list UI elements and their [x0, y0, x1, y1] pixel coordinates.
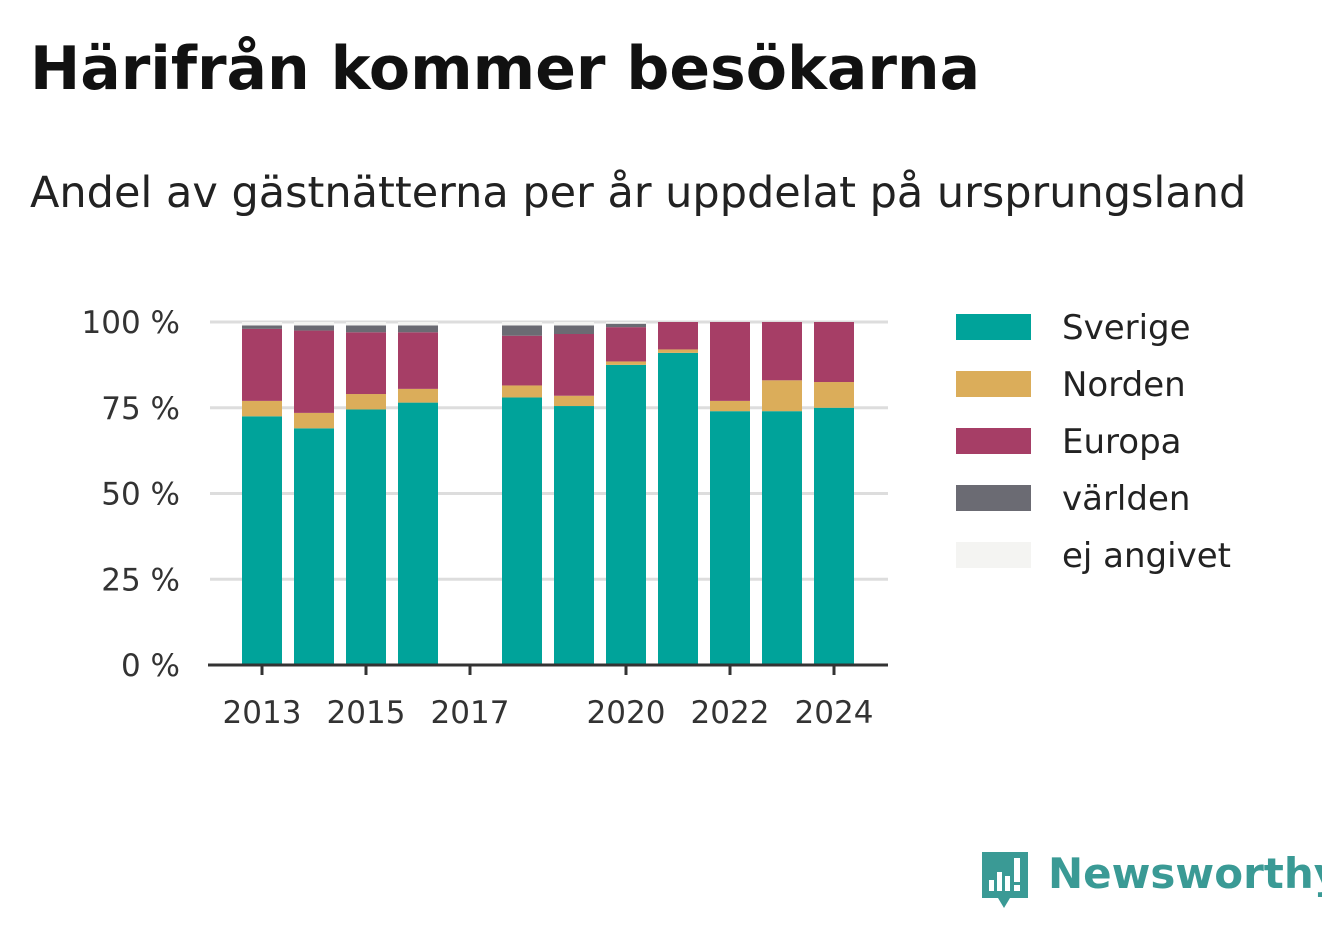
chart-title: Härifrån kommer besökarna [30, 34, 981, 104]
bar-segment-Europa-2023 [762, 322, 802, 381]
bar-segment-Sverige-2021 [658, 352, 698, 665]
bar-segment-Sverige-2023 [762, 411, 802, 665]
legend-swatch-världen [956, 485, 1031, 511]
bar-segment-Europa-2024 [814, 322, 854, 383]
y-axis-ticks: 0 % 25 % 50 % 75 % 100 % [82, 305, 180, 684]
bar-segment-Norden-2015 [346, 394, 386, 410]
bar-segment-ej-angivet-2015 [346, 322, 386, 326]
bar-segment-världen-2016 [398, 325, 438, 333]
bar-segment-ej-angivet-2018 [502, 322, 542, 326]
bar-segment-Norden-2019 [554, 395, 594, 407]
legend-swatch-Norden [956, 371, 1031, 397]
bar-segment-ej-angivet-2020 [606, 322, 646, 324]
bar-segment-världen-2020 [606, 323, 646, 328]
bar-segment-Sverige-2020 [606, 364, 646, 665]
bar-segment-Norden-2024 [814, 382, 854, 408]
bar-segment-Sverige-2019 [554, 406, 594, 665]
bar-segment-Norden-2023 [762, 380, 802, 412]
x-axis [208, 663, 888, 675]
bar-segment-Norden-2018 [502, 385, 542, 398]
y-tick-label: 75 % [101, 391, 180, 427]
legend: Sverige Norden Europa världen ej angivet [956, 308, 1231, 576]
x-tick-label: 2020 [587, 695, 666, 731]
bar-segment-Europa-2016 [398, 332, 438, 389]
bar-segment-Sverige-2013 [242, 416, 282, 665]
y-tick-label: 25 % [101, 562, 180, 598]
bar-segment-Norden-2013 [242, 400, 282, 417]
y-tick-label: 0 % [121, 648, 180, 684]
bar-segment-världen-2013 [242, 325, 282, 329]
brand-name: Newsworthy [1048, 849, 1322, 898]
bar-segment-Europa-2022 [710, 322, 750, 401]
legend-label-Sverige: Sverige [1062, 308, 1191, 348]
bar-segment-världen-2014 [294, 325, 334, 331]
legend-swatch-ej-angivet [956, 542, 1031, 568]
bar-segment-världen-2019 [554, 325, 594, 335]
legend-label-Norden: Norden [1062, 365, 1186, 405]
bar-segment-Norden-2021 [658, 349, 698, 353]
bar-segment-Norden-2022 [710, 400, 750, 412]
bar-segment-ej-angivet-2014 [294, 322, 334, 326]
bars [242, 322, 854, 665]
bar-segment-ej-angivet-2019 [554, 322, 594, 326]
x-tick-label: 2022 [691, 695, 770, 731]
x-tick-label: 2015 [327, 695, 406, 731]
legend-label-världen: världen [1062, 479, 1190, 519]
bar-segment-Sverige-2018 [502, 397, 542, 665]
bar-segment-Sverige-2024 [814, 407, 854, 665]
bar-segment-Europa-2014 [294, 330, 334, 413]
y-tick-label: 50 % [101, 477, 180, 513]
bar-segment-Sverige-2014 [294, 428, 334, 665]
legend-label-Europa: Europa [1062, 422, 1181, 462]
bar-segment-Sverige-2015 [346, 409, 386, 665]
legend-label-ej-angivet: ej angivet [1062, 536, 1231, 576]
bar-segment-Norden-2020 [606, 361, 646, 365]
newsworthy-logo-icon [982, 852, 1028, 908]
legend-swatch-Europa [956, 428, 1031, 454]
bar-segment-Europa-2020 [606, 327, 646, 362]
bar-segment-Europa-2013 [242, 328, 282, 401]
bar-segment-Sverige-2016 [398, 402, 438, 665]
x-tick-label: 2017 [431, 695, 510, 731]
x-tick-label: 2024 [795, 695, 874, 731]
bar-segment-Norden-2014 [294, 412, 334, 429]
bar-segment-Sverige-2022 [710, 411, 750, 665]
bar-segment-ej-angivet-2013 [242, 322, 282, 326]
bar-segment-världen-2015 [346, 325, 386, 333]
bar-segment-Europa-2019 [554, 334, 594, 396]
chart-subtitle: Andel av gästnätterna per år uppdelat på… [30, 168, 1247, 218]
bar-segment-ej-angivet-2016 [398, 322, 438, 326]
x-tick-label: 2013 [223, 695, 302, 731]
bar-segment-Europa-2021 [658, 322, 698, 350]
bar-segment-Norden-2016 [398, 388, 438, 403]
x-axis-ticks: 2013 2015 2017 2020 2022 2024 [223, 695, 874, 731]
bar-segment-Europa-2015 [346, 332, 386, 395]
y-tick-label: 100 % [82, 305, 180, 341]
bar-segment-världen-2018 [502, 325, 542, 336]
legend-swatch-Sverige [956, 314, 1031, 340]
bar-segment-Europa-2018 [502, 335, 542, 386]
